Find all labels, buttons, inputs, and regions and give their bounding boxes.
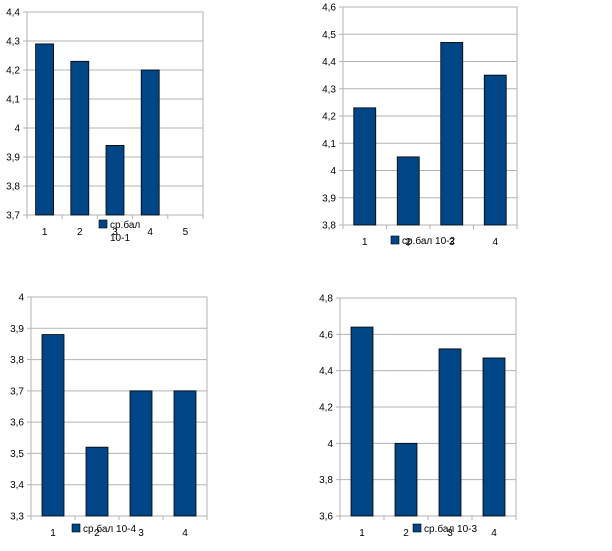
x-tick-label: 3 — [138, 528, 144, 539]
y-tick-label: 4 — [18, 293, 24, 304]
bar — [41, 334, 65, 517]
x-tick-label: 4 — [182, 528, 188, 539]
y-tick-label: 4,8 — [319, 294, 333, 305]
x-tick-label: 2 — [77, 227, 83, 238]
y-tick-label: 4,2 — [322, 112, 336, 123]
legend-label: ср.бал — [110, 219, 140, 231]
legend-label: 10-1 — [110, 233, 130, 244]
bar — [35, 43, 54, 216]
x-tick-label: 2 — [403, 528, 409, 539]
y-tick-label: 4 — [330, 166, 336, 177]
y-tick-label: 4,3 — [322, 84, 336, 95]
y-tick-label: 3,8 — [6, 182, 20, 193]
legend: ср.бал 10-1 — [98, 219, 140, 244]
legend: ср.бал 10-3 — [412, 523, 477, 535]
legend-swatch — [98, 219, 108, 229]
y-tick-label: 4 — [14, 124, 20, 135]
bar — [129, 390, 153, 517]
y-tick-label: 4,6 — [319, 330, 333, 341]
y-tick-label: 3,5 — [10, 449, 24, 460]
y-tick-label: 3,8 — [10, 355, 24, 366]
x-tick-label: 3 — [112, 227, 118, 238]
y-tick-label: 3,9 — [10, 324, 24, 335]
x-tick-label: 1 — [42, 227, 48, 238]
y-tick-label: 3,7 — [10, 386, 24, 397]
x-tick-label: 2 — [405, 237, 411, 248]
y-tick-label: 3,6 — [10, 418, 24, 429]
legend: ср.бал 10-2 — [390, 235, 455, 247]
legend: ср.бал 10-4 — [71, 523, 136, 535]
bar — [394, 442, 418, 517]
x-tick-label: 1 — [362, 237, 368, 248]
chart-1: 3,7 3,8 3,9 4 4,1 4,2 4,3 4,4 1 2 3 4 5 ср.бал 10-1 — [6, 8, 204, 244]
y-tick-label: 4,1 — [6, 95, 20, 106]
legend-label: ср.бал 10-3 — [424, 523, 477, 535]
bar — [353, 107, 377, 226]
y-tick-label: 3,8 — [319, 475, 333, 486]
bar — [483, 74, 507, 226]
y-tick-label: 4,3 — [6, 37, 20, 48]
y-tick-label: 3,9 — [6, 153, 20, 164]
y-tick-label: 4,2 — [6, 66, 20, 77]
bar — [350, 326, 374, 517]
legend-label: ср.бал 10-2 — [402, 235, 455, 247]
legend-label: ср.бал 10-4 — [83, 523, 136, 535]
legend-swatch — [390, 235, 400, 245]
y-tick-label: 3,7 — [6, 211, 20, 222]
chart-2: 3,8 3,9 4 4,1 4,2 4,3 4,4 4,5 4,6 1 2 3 4 ср.бал 10-2 — [322, 3, 518, 248]
x-tick-label: 3 — [449, 237, 455, 248]
chart-4: 3,6 3,8 4 4,2 4,4 4,6 4,8 1 2 3 4 ср.бал 10-3 — [319, 294, 517, 539]
y-tick-label: 4,4 — [319, 366, 333, 377]
x-tick-label: 3 — [447, 528, 453, 539]
bar — [482, 357, 506, 517]
bar — [105, 144, 125, 216]
y-tick-label: 4,2 — [319, 403, 333, 414]
y-tick-label: 3,4 — [10, 480, 24, 491]
x-tick-label: 2 — [94, 528, 100, 539]
x-tick-label: 4 — [491, 528, 497, 539]
y-tick-label: 4,6 — [322, 3, 336, 14]
legend-swatch — [412, 523, 422, 533]
bar — [440, 42, 464, 226]
y-tick-label: 3,8 — [322, 221, 336, 232]
bar — [173, 390, 197, 517]
bar — [70, 60, 90, 216]
y-tick-label: 4 — [327, 439, 333, 450]
y-tick-label: 4,5 — [322, 30, 336, 41]
bar — [396, 156, 420, 226]
y-tick-label: 4,1 — [322, 139, 336, 150]
x-tick-label: 4 — [147, 227, 153, 238]
bar — [85, 446, 109, 517]
x-tick-label: 5 — [183, 227, 189, 238]
x-tick-label: 4 — [492, 237, 498, 248]
y-tick-label: 4,4 — [6, 8, 20, 19]
legend-swatch — [71, 523, 81, 533]
x-tick-label: 1 — [50, 528, 56, 539]
y-tick-label: 3,6 — [319, 512, 333, 523]
y-tick-label: 4,4 — [322, 57, 336, 68]
y-tick-label: 3,9 — [322, 193, 336, 204]
y-tick-label: 3,3 — [10, 512, 24, 523]
bar — [140, 69, 160, 216]
x-tick-label: 1 — [359, 528, 365, 539]
bar — [438, 348, 462, 517]
chart-3: 3,3 3,4 3,5 3,6 3,7 3,8 3,9 4 1 2 3 4 ср.бал 10-4 — [10, 293, 208, 539]
